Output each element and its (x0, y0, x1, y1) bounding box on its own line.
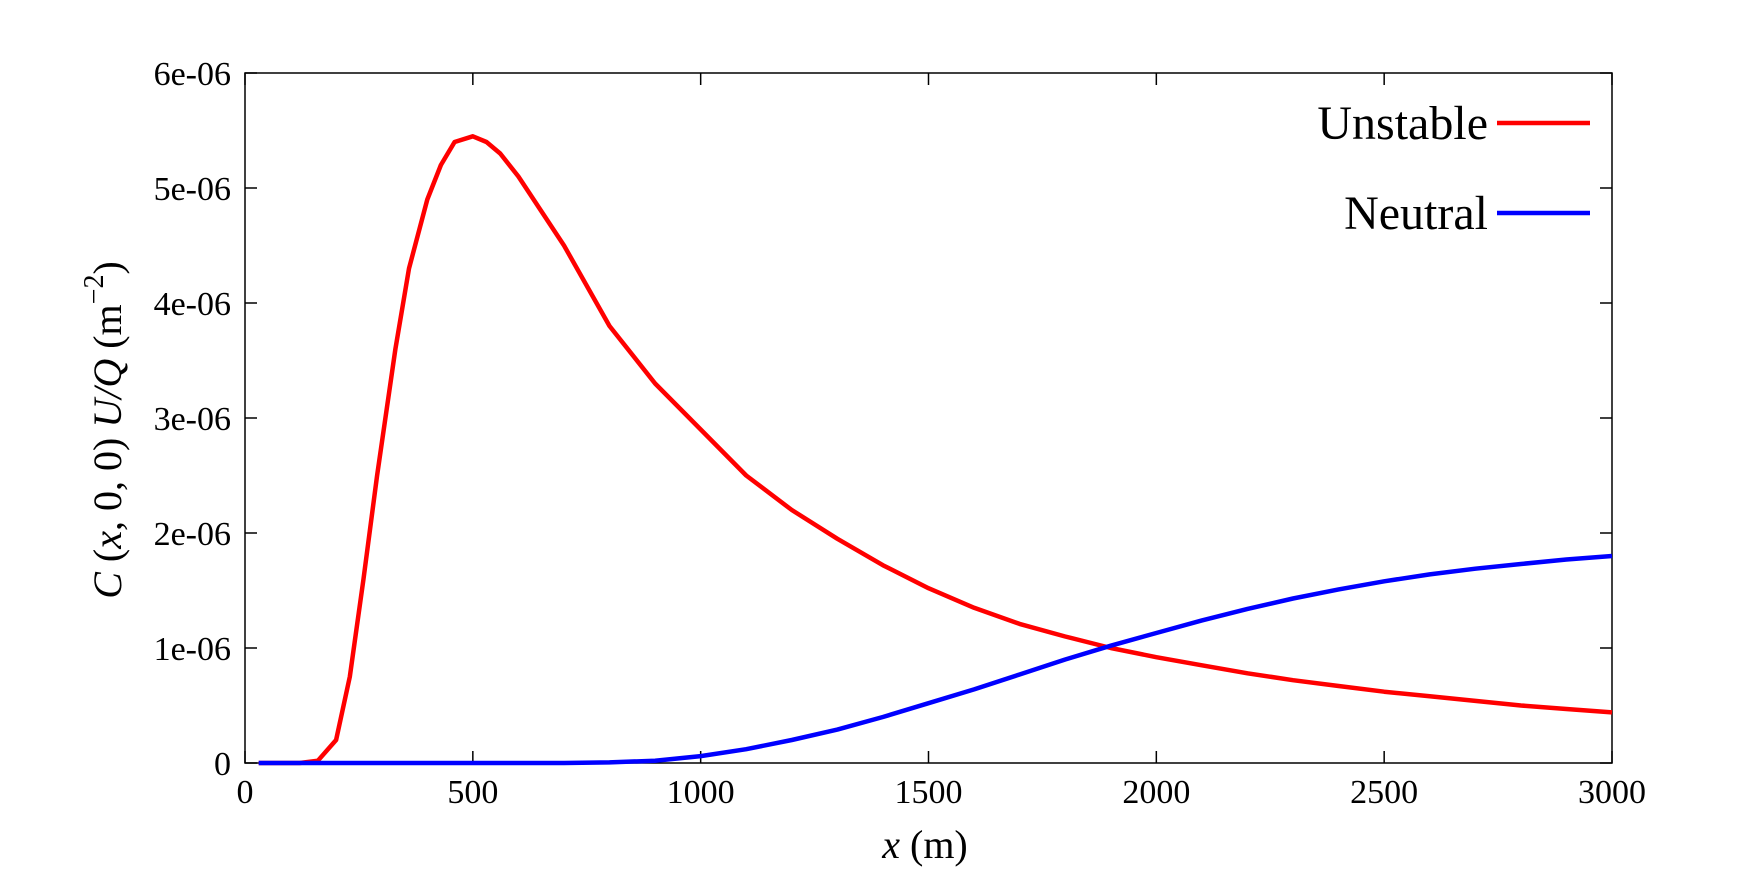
legend: Unstable Neutral (1317, 97, 1590, 240)
series-line-unstable (258, 134, 1613, 766)
y-tick-label: 3e-06 (154, 401, 231, 438)
y-tick-label: 0 (214, 746, 231, 783)
series-line-neutral (258, 553, 1613, 766)
svg-text:C (x, 0, 0) U/Q (m−2): C (x, 0, 0) U/Q (m−2) (79, 261, 130, 599)
y-tick-label: 5e-06 (154, 171, 231, 208)
x-tick-label: 500 (447, 774, 498, 811)
legend-label-unstable: Unstable (1317, 97, 1488, 150)
x-tick-label: 2000 (1122, 774, 1190, 811)
x-tick-label: 1000 (667, 774, 735, 811)
x-tick-label: 1500 (895, 774, 963, 811)
x-tick-label: 2500 (1350, 774, 1418, 811)
x-axis-label: x (m) (881, 822, 968, 867)
y-tick-label: 4e-06 (154, 286, 231, 323)
y-tick-label: 1e-06 (154, 631, 231, 668)
x-tick-label: 0 (237, 774, 254, 811)
axes: 0 500 1000 1500 2000 2500 3000 0 1e-06 2e-06 3e-06… (154, 56, 1646, 811)
y-axis-label: C (x, 0, 0) U/Q (m−2) (79, 261, 130, 599)
series-layer (258, 134, 1613, 766)
y-tick-label: 2e-06 (154, 516, 231, 553)
svg-text:x (m): x (m) (881, 822, 968, 867)
y-tick-label: 6e-06 (154, 56, 231, 93)
x-tick-label: 3000 (1578, 774, 1646, 811)
plot-frame (244, 72, 1613, 764)
legend-label-neutral: Neutral (1344, 187, 1488, 240)
